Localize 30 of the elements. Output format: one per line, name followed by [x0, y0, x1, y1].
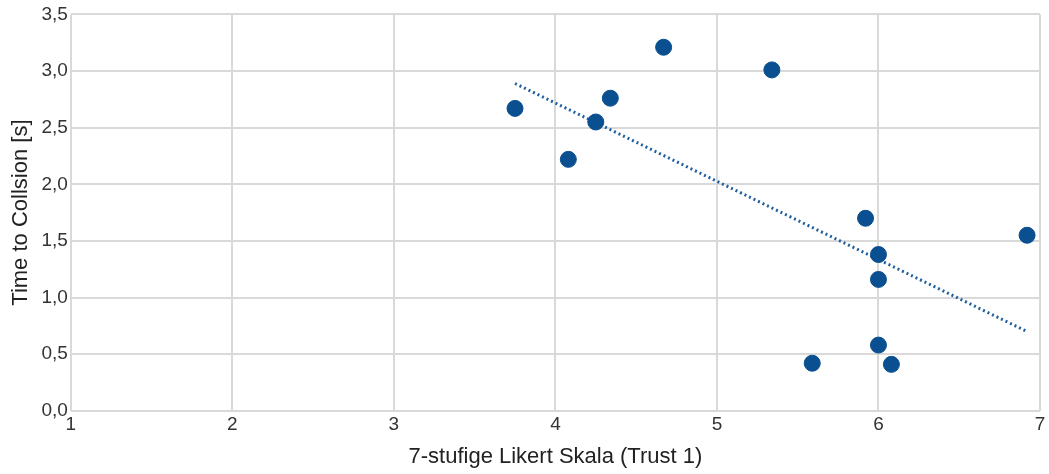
x-tick-label: 4 [550, 413, 562, 435]
x-axis-title: 7-stufige Likert Skala (Trust 1) [408, 442, 703, 468]
point [803, 354, 821, 372]
point [869, 246, 887, 264]
point [587, 113, 605, 131]
point [869, 336, 887, 354]
x-tick-label: 5 [711, 413, 723, 435]
y-tick-label: 1,5 [41, 229, 68, 251]
x-tick-label: 1 [65, 413, 77, 435]
x-tick-label: 6 [873, 413, 884, 435]
point [559, 150, 577, 168]
y-tick-label: 1,0 [41, 285, 68, 307]
point [869, 270, 887, 288]
point [1018, 226, 1036, 244]
x-tick-label: 3 [388, 413, 400, 435]
y-tick-label: 0,0 [41, 399, 68, 421]
y-tick-label: 0,5 [41, 342, 68, 364]
x-tick-label: 7 [1034, 413, 1046, 435]
y-tick-label: 2,5 [41, 115, 68, 137]
y-tick-label: 3,5 [41, 2, 68, 24]
point [882, 355, 900, 373]
y-tick-label: 3,0 [41, 59, 68, 81]
y-tick-label: 2,0 [41, 172, 68, 194]
point [655, 38, 673, 56]
point [601, 89, 619, 107]
point [857, 209, 875, 227]
point [763, 61, 781, 79]
y-axis-title: Time to Collsion [s] [7, 119, 33, 306]
x-tick-label: 2 [227, 413, 238, 435]
point [506, 99, 524, 117]
